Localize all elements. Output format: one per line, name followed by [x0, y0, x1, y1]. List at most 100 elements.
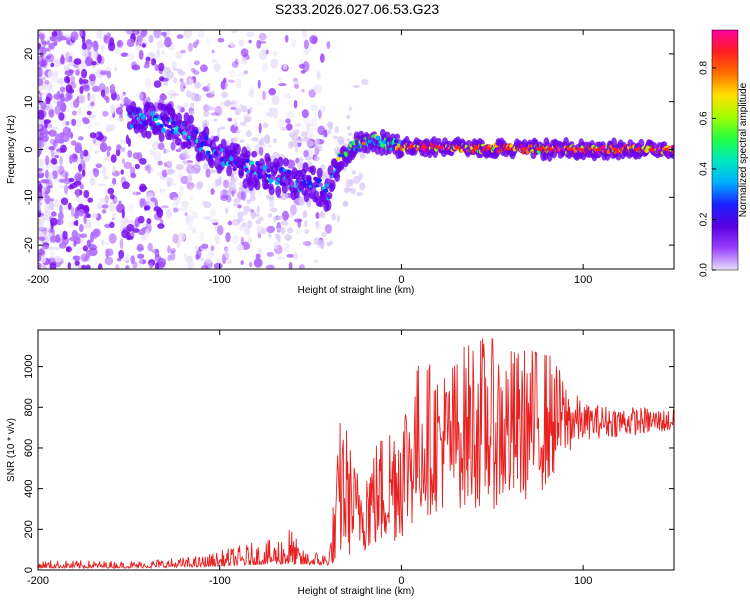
- spectrogram-ridge-halo: [398, 151, 405, 158]
- spectrogram-noise-blob: [343, 201, 349, 207]
- spectrogram-noise-blob: [214, 234, 220, 245]
- spectrogram-noise-blob: [180, 175, 189, 185]
- spectrogram-noise-blob: [91, 50, 98, 59]
- spectrogram-noise-blob: [233, 197, 241, 204]
- spectrogram-noise-blob: [46, 40, 51, 46]
- spectrogram-noise-blob: [45, 96, 51, 105]
- spectrogram-noise-blob: [86, 110, 92, 116]
- spectrogram-noise-blob: [303, 241, 312, 246]
- spectrogram-ridge-halo: [394, 133, 401, 140]
- spectrogram-noise-blob: [65, 246, 70, 252]
- spectrogram-ridge-core: [140, 116, 146, 120]
- spectrogram-ridge-core: [671, 150, 674, 155]
- spectrogram-ridge-core: [173, 129, 178, 135]
- spectrogram-noise-blob: [51, 72, 59, 83]
- spectrogram-noise-blob: [210, 245, 215, 251]
- spectrogram-noise-blob: [41, 76, 46, 81]
- spectrogram-noise-blob: [116, 144, 122, 151]
- spectrogram-noise-blob: [48, 146, 55, 151]
- spectrogram-noise-blob: [81, 48, 89, 59]
- spectrogram-noise-blob: [166, 160, 173, 166]
- spectrogram-noise-blob: [299, 264, 305, 269]
- spectrogram-noise-blob: [83, 84, 90, 92]
- spectrogram-peak: [407, 145, 414, 149]
- spectrogram-noise-blob: [148, 34, 154, 44]
- spectrogram-noise-blob: [50, 62, 54, 68]
- colorbar-tick-label: 0.8: [699, 61, 710, 75]
- spectrogram-noise-blob: [155, 50, 161, 58]
- spectrogram-ridge-core: [153, 117, 159, 121]
- spectrogram-noise-blob: [45, 155, 50, 166]
- spectrogram-noise-blob: [177, 70, 186, 76]
- spectrogram-noise-blob: [54, 154, 60, 159]
- spectrogram-noise-blob: [221, 91, 229, 99]
- spectrogram-noise-blob: [66, 93, 73, 101]
- spectrogram-noise-blob: [281, 210, 289, 221]
- spectrogram-noise-blob: [331, 213, 336, 221]
- spectrogram-noise-blob: [179, 78, 184, 83]
- spectrogram-noise-blob: [306, 123, 311, 128]
- spectrogram-noise-blob: [166, 71, 174, 80]
- spectrogram-noise-blob: [38, 78, 44, 87]
- spectrogram-noise-blob: [326, 121, 334, 128]
- spectrogram-noise-blob: [193, 70, 200, 76]
- spectrogram-noise-blob: [183, 30, 193, 39]
- spectrogram-noise-blob: [207, 249, 215, 258]
- x-tick-label: 0: [398, 575, 404, 587]
- spectrogram-noise-blob: [231, 30, 238, 34]
- spectrogram-noise-blob: [272, 151, 280, 159]
- spectrogram-noise-blob: [214, 105, 223, 117]
- spectrogram-noise-blob: [73, 99, 80, 108]
- spectrogram-noise-blob: [81, 169, 86, 178]
- spectrogram-noise-blob: [278, 76, 282, 82]
- spectrogram-peak: [486, 147, 493, 150]
- spectrogram-noise-blob: [209, 169, 217, 174]
- spectrogram-noise-blob: [220, 80, 228, 90]
- y-tick-label: -10: [23, 189, 35, 205]
- spectrogram-noise-blob: [242, 210, 248, 216]
- y-tick-label: 20: [23, 48, 35, 60]
- spectrogram-noise-blob: [112, 212, 117, 219]
- spectrogram-noise-blob: [71, 229, 79, 240]
- spectrogram-noise-blob: [80, 236, 84, 245]
- spectrogram-noise-blob: [179, 207, 188, 212]
- spectrogram-noise-blob: [231, 234, 240, 244]
- spectrogram-noise-blob: [255, 253, 261, 259]
- spectrogram-noise-blob: [246, 199, 252, 204]
- spectrogram-noise-blob: [277, 256, 285, 260]
- spectrogram-noise-blob: [132, 152, 140, 160]
- spectrogram-ridge-core: [318, 182, 323, 187]
- spectrogram-noise-blob: [200, 64, 208, 73]
- colorbar-tick-label: 0.4: [699, 162, 710, 176]
- spectrogram-noise-blob: [217, 225, 224, 236]
- spectrogram-noise-blob: [258, 216, 264, 222]
- spectrogram-ridge-halo: [329, 179, 336, 191]
- spectrogram-noise-blob: [271, 95, 280, 105]
- spectrogram-noise-blob: [45, 55, 51, 60]
- spectrogram-noise-blob: [201, 243, 209, 249]
- spectrogram-noise-blob: [228, 181, 236, 191]
- spectrogram-noise-blob: [245, 130, 252, 138]
- spectrogram-noise-blob: [133, 190, 137, 196]
- spectrogram-noise-blob: [40, 179, 50, 184]
- spectrogram-noise-blob: [295, 139, 304, 143]
- spectrogram-noise-blob: [57, 139, 65, 144]
- spectrogram-noise-blob: [91, 61, 97, 66]
- spectrogram-ridge-core: [161, 127, 166, 134]
- spectrogram-noise-blob: [262, 90, 266, 101]
- spectrogram-noise-blob: [127, 150, 133, 158]
- spectrogram-noise-blob: [105, 248, 110, 259]
- spectrogram-ridge-halo: [334, 171, 341, 182]
- spectrogram-noise-blob: [241, 57, 248, 65]
- spectrogram-noise-blob: [153, 80, 162, 88]
- spectrogram-noise-blob: [175, 163, 184, 170]
- spectrogram-noise-blob: [120, 52, 129, 57]
- x-axis-label: Height of straight line (km): [298, 586, 415, 597]
- spectrogram-noise-blob: [321, 232, 327, 237]
- spectrogram-noise-blob: [47, 44, 52, 53]
- spectrogram-ridge-core: [290, 181, 295, 188]
- spectrogram-noise-blob: [107, 187, 115, 195]
- spectrogram-noise-blob: [227, 259, 232, 265]
- spectrogram-noise-blob: [147, 242, 153, 252]
- spectrogram-ridge-halo: [251, 150, 258, 158]
